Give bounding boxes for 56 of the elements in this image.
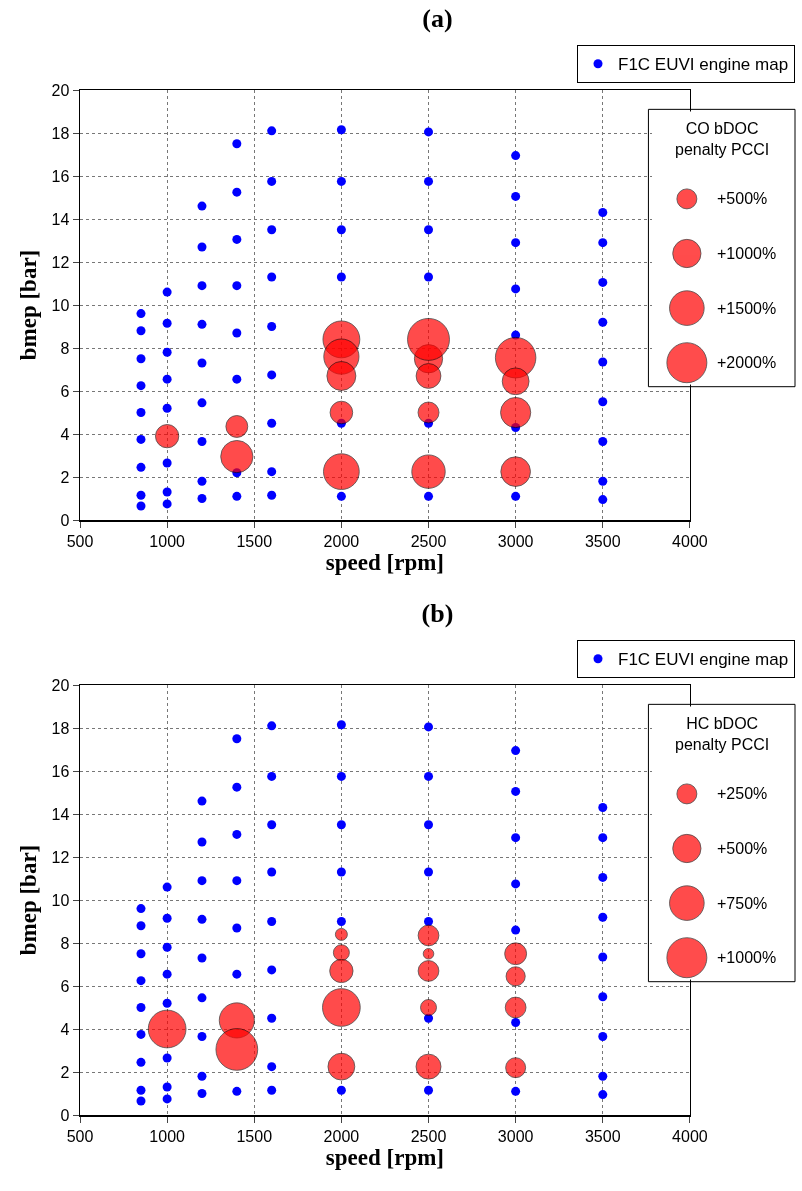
y-tick-label: 16 [51,167,70,185]
x-tick-label: 4000 [672,532,708,550]
legend-label: +2000% [717,354,777,371]
y-tick-label: 2 [60,468,70,486]
y-tick-label: 20 [51,81,70,99]
legend-label: F1C EUVI engine map [618,55,789,75]
y-axis-title: bmep [bar] [16,844,42,956]
x-axis-title: speed [rpm] [325,1144,445,1170]
x-tick-label: 2500 [410,1127,447,1145]
x-tick-label: 500 [66,1127,94,1145]
y-tick-label: 2 [60,1063,70,1081]
y-tick-label: 18 [51,124,70,142]
y-tick-label: 4 [60,1020,70,1038]
y-tick-label: 12 [51,253,70,271]
y-tick-label: 14 [51,210,70,228]
y-tick-label: 6 [60,382,70,400]
y-tick-label: 8 [60,339,70,357]
x-tick-label: 1500 [236,1127,273,1145]
x-axis-title: speed [rpm] [325,549,445,575]
chart-title: (b) [421,599,454,629]
legend-label: +500% [717,190,768,207]
y-tick-label: 0 [60,511,70,529]
x-tick-label: 3500 [584,532,621,550]
y-axis-title: bmep [bar] [16,249,42,361]
legend-title: HC bDOC penalty PCCI [675,715,770,753]
legend-label: +250% [717,785,768,802]
y-tick-label: 10 [51,891,70,909]
chart-title: (a) [422,4,453,34]
x-tick-label: 500 [66,532,94,550]
legend-label: +750% [717,895,768,912]
x-tick-label: 1500 [236,532,273,550]
legend-label: +1000% [717,245,777,262]
x-tick-label: 3000 [497,532,534,550]
legend-label: +1500% [717,300,777,317]
legend-label: +1000% [717,949,777,966]
x-tick-label: 2000 [323,1127,360,1145]
y-tick-label: 6 [60,977,70,995]
y-tick-label: 0 [60,1106,70,1124]
x-tick-label: 4000 [672,1127,708,1145]
x-tick-label: 1000 [149,1127,186,1145]
legend-label: F1C EUVI engine map [618,650,789,670]
y-tick-label: 4 [60,425,70,443]
x-tick-label: 1000 [149,532,186,550]
x-tick-label: 3500 [584,1127,621,1145]
legend-label: +500% [717,840,768,857]
x-tick-label: 2500 [410,532,447,550]
y-tick-label: 20 [51,676,70,694]
x-tick-label: 3000 [497,1127,534,1145]
y-tick-label: 8 [60,934,70,952]
y-tick-label: 18 [51,719,70,737]
legend-title: CO bDOC penalty PCCI [675,120,770,158]
y-tick-label: 12 [51,848,70,866]
y-tick-label: 10 [51,296,70,314]
x-tick-label: 2000 [323,532,360,550]
y-tick-label: 16 [51,762,70,780]
y-tick-label: 14 [51,805,70,823]
